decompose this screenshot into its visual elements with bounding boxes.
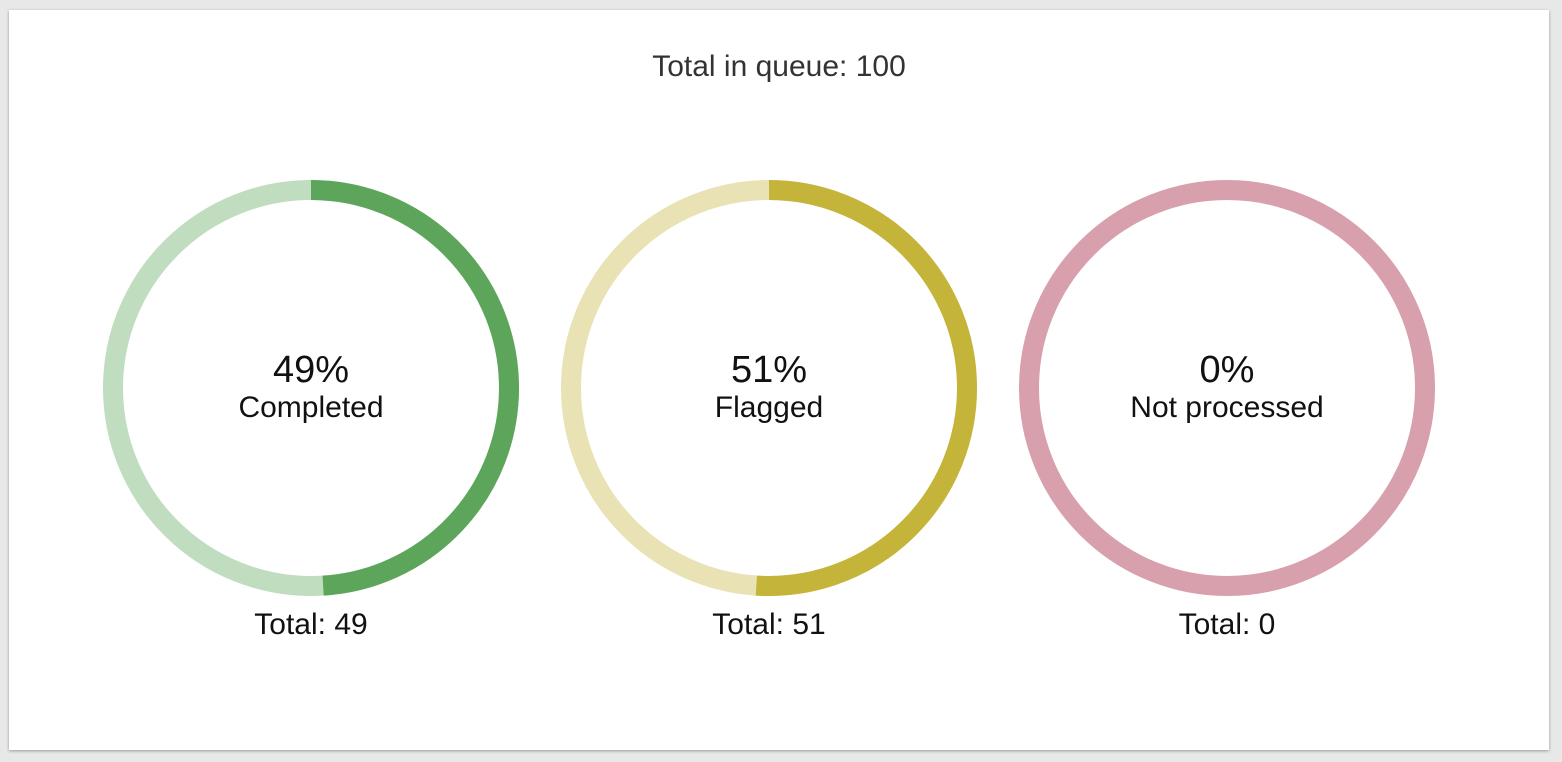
gauge-ring [1019,180,1435,596]
gauge-percent: 49% [272,349,350,391]
gauge-total: Total: 0 [1178,608,1276,641]
gauge-center: 51% Flagged [559,178,979,598]
gauge-percent: 0% [1199,349,1255,391]
gauge-completed: 49% Completed Total: 49 [101,178,521,658]
gauge-percent: 51% [730,349,808,391]
gauge-flagged: 51% Flagged Total: 51 [559,178,979,658]
gauge-progress-arc [103,180,519,596]
gauge-ring [103,180,519,596]
gauge-label: Flagged [714,391,824,424]
gauge-ring [561,180,977,596]
gauge-label: Completed [238,391,384,424]
gauge-track [1019,180,1435,596]
gauge-center: 0% Not processed [1017,178,1437,598]
gauge-total: Total: 51 [712,608,826,641]
queue-total-text: Total in queue: 100 [652,50,906,83]
gauge-label: Not processed [1130,391,1324,424]
gauge-not-processed: 0% Not processed Total: 0 [1017,178,1437,658]
gauge-progress-arc [561,180,977,596]
queue-status-panel: Total in queue: 100 49% Completed Total:… [9,10,1549,750]
gauge-center: 49% Completed [101,178,521,598]
gauge-total: Total: 49 [254,608,368,641]
